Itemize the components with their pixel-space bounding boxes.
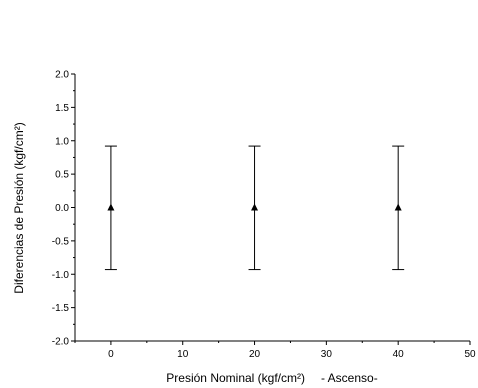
data-point: [107, 203, 115, 211]
y-tick-label: -2.0: [52, 337, 70, 348]
y-tick-label: -0.5: [52, 236, 70, 247]
axes: [74, 74, 470, 342]
x-axis-suffix: - Ascenso-: [321, 371, 378, 385]
x-tick-label: 0: [108, 349, 114, 360]
y-tick-label: -1.5: [52, 303, 70, 314]
data-point: [394, 203, 402, 211]
x-tick-label: 30: [321, 349, 333, 360]
y-tick-label: -1.0: [52, 270, 70, 281]
y-tick-label: 2.0: [55, 70, 69, 81]
x-tick-label: 50: [464, 349, 476, 360]
tick-labels: -2.0 -1.5 -1.0 -0.5 0.0 0.5 1.0 1.5 2.0 0 10 20 30 40…: [52, 70, 476, 361]
data-point: [251, 203, 259, 211]
y-tick-label: 0.5: [55, 170, 69, 181]
x-tick-label: 20: [249, 349, 261, 360]
y-tick-label: 1.5: [55, 103, 69, 114]
x-axis-label: Presión Nominal (kgf/cm²): [166, 371, 305, 385]
x-axis-title: Presión Nominal (kgf/cm²) - Ascenso-: [166, 371, 377, 385]
x-tick-label: 40: [393, 349, 405, 360]
data-marks: [104, 145, 405, 271]
y-tick-label: 0.0: [55, 203, 69, 214]
y-tick-label: 1.0: [55, 136, 69, 147]
axis-ticks: [71, 73, 471, 345]
x-tick-label: 10: [177, 349, 189, 360]
y-axis-title: Diferencias de Presión (kgf/cm²): [12, 122, 26, 293]
